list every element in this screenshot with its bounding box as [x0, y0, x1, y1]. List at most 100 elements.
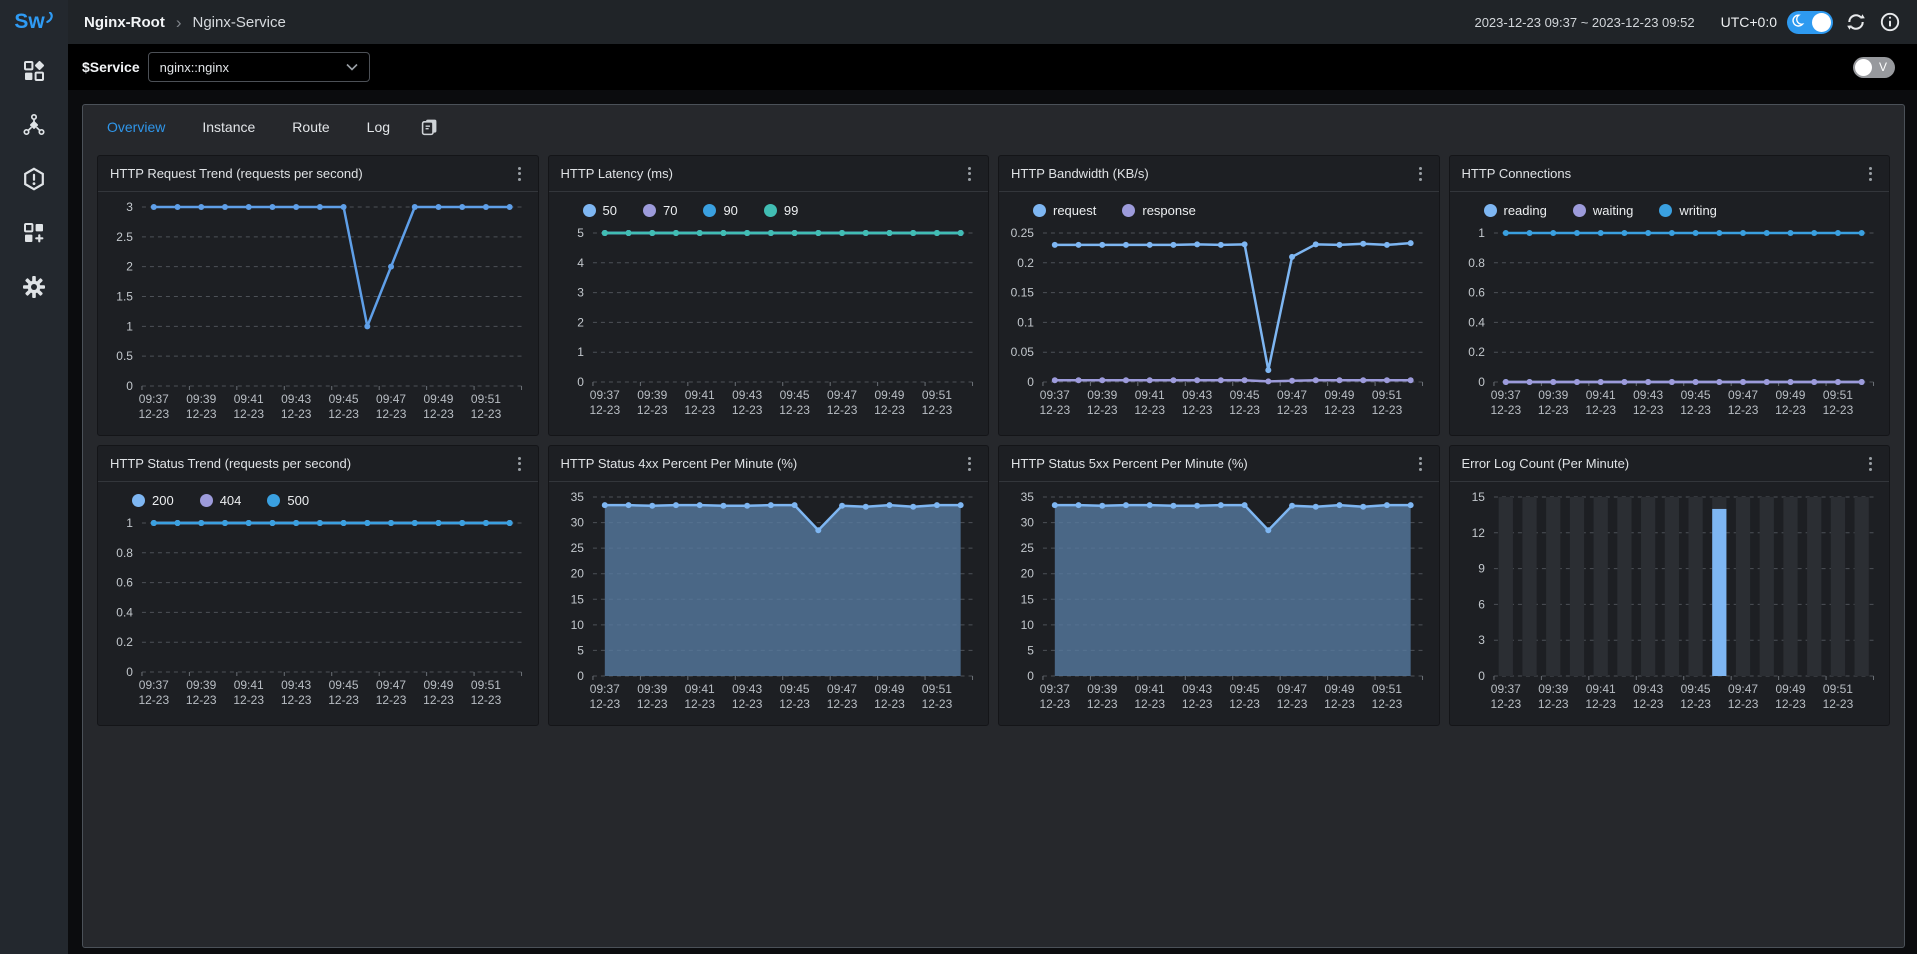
svg-text:0: 0 — [126, 665, 133, 679]
legend-item-response[interactable]: response — [1122, 203, 1195, 218]
legend-item-reading[interactable]: reading — [1484, 203, 1547, 218]
chart-plot: 01234509:3712-2309:3912-2309:4112-2309:4… — [549, 218, 989, 431]
svg-text:12-23: 12-23 — [731, 403, 762, 417]
tab-instance[interactable]: Instance — [202, 119, 255, 135]
legend-label: 90 — [723, 203, 737, 218]
legend-item-70[interactable]: 70 — [643, 203, 677, 218]
svg-text:12-23: 12-23 — [1775, 403, 1806, 417]
legend-label: waiting — [1593, 203, 1633, 218]
chart-menu-button[interactable] — [963, 453, 976, 475]
chart-card-header: HTTP Connections — [1450, 156, 1890, 192]
legend-dot — [643, 204, 656, 217]
svg-text:12-23: 12-23 — [1134, 697, 1165, 711]
legend-label: writing — [1679, 203, 1717, 218]
dashboards-icon — [22, 59, 46, 83]
chart-menu-button[interactable] — [1864, 453, 1877, 475]
legend-item-waiting[interactable]: waiting — [1573, 203, 1633, 218]
svg-text:12-23: 12-23 — [233, 693, 264, 707]
tab-notebook-button[interactable] — [420, 117, 439, 137]
legend-item-200[interactable]: 200 — [132, 493, 174, 508]
svg-text:0: 0 — [1478, 669, 1485, 683]
svg-text:09:41: 09:41 — [234, 392, 264, 406]
info-button[interactable] — [1879, 11, 1901, 33]
svg-text:0.1: 0.1 — [1017, 315, 1034, 329]
sidebar-item-settings[interactable] — [0, 260, 68, 314]
dark-mode-toggle[interactable] — [1787, 11, 1833, 34]
chart-legend: request response — [1033, 202, 1439, 218]
svg-text:09:43: 09:43 — [281, 678, 311, 692]
kebab-dot — [518, 172, 521, 175]
chart-menu-button[interactable] — [963, 163, 976, 185]
sidebar-item-alerting[interactable] — [0, 152, 68, 206]
time-range-picker[interactable]: 2023-12-23 09:37 ~ 2023-12-23 09:52 — [1474, 15, 1694, 30]
legend-dot — [1659, 204, 1672, 217]
sidebar-item-dashboards[interactable] — [0, 44, 68, 98]
alerting-icon — [22, 167, 46, 191]
svg-text:35: 35 — [1021, 490, 1035, 504]
breadcrumb-root[interactable]: Nginx-Root — [84, 14, 165, 31]
service-select[interactable]: nginx::nginx — [148, 52, 370, 82]
app-root: Sw — [0, 0, 1917, 954]
kebab-dot — [968, 457, 971, 460]
legend-label: 200 — [152, 493, 174, 508]
timezone-label: UTC+0:0 — [1721, 14, 1777, 30]
legend-dot — [1033, 204, 1046, 217]
chart-title: HTTP Bandwidth (KB/s) — [1011, 166, 1149, 181]
kebab-dot — [1869, 178, 1872, 181]
legend-item-404[interactable]: 404 — [200, 493, 242, 508]
tab-route[interactable]: Route — [292, 119, 329, 135]
chart-menu-button[interactable] — [513, 163, 526, 185]
legend-item-90[interactable]: 90 — [703, 203, 737, 218]
svg-text:12-23: 12-23 — [1277, 403, 1308, 417]
legend-item-99[interactable]: 99 — [764, 203, 798, 218]
svg-text:09:43: 09:43 — [1182, 388, 1212, 402]
legend-item-request[interactable]: request — [1033, 203, 1096, 218]
breadcrumb-separator-icon: › — [176, 14, 182, 31]
kebab-dot — [1419, 457, 1422, 460]
svg-text:09:37: 09:37 — [1490, 388, 1520, 402]
edit-mode-toggle[interactable]: V — [1853, 57, 1895, 78]
tab-items: Overview Instance Route Log — [107, 119, 390, 135]
svg-text:09:47: 09:47 — [1277, 388, 1307, 402]
refresh-button[interactable] — [1845, 11, 1867, 33]
svg-text:09:49: 09:49 — [874, 682, 904, 696]
chart-plot: 00.20.40.60.8109:3712-2309:3912-2309:411… — [1450, 218, 1890, 431]
chart-menu-button[interactable] — [1864, 163, 1877, 185]
sidebar-item-topology[interactable] — [0, 98, 68, 152]
svg-text:12-23: 12-23 — [186, 407, 217, 421]
svg-text:0.6: 0.6 — [116, 576, 133, 590]
chart-menu-button[interactable] — [1414, 453, 1427, 475]
svg-text:12: 12 — [1471, 526, 1485, 540]
svg-text:0.2: 0.2 — [1468, 345, 1485, 359]
legend-item-50[interactable]: 50 — [583, 203, 617, 218]
svg-text:12-23: 12-23 — [1039, 403, 1070, 417]
svg-text:1.5: 1.5 — [116, 289, 133, 303]
skywalking-logo[interactable]: Sw — [0, 0, 68, 44]
legend-label: 500 — [287, 493, 309, 508]
kebab-dot — [1869, 462, 1872, 465]
svg-text:4: 4 — [577, 256, 584, 270]
chart-plot: 0510152025303509:3712-2309:3912-2309:411… — [549, 482, 989, 725]
legend-item-500[interactable]: 500 — [267, 493, 309, 508]
chart-menu-button[interactable] — [513, 453, 526, 475]
legend-item-writing[interactable]: writing — [1659, 203, 1717, 218]
svg-text:09:51: 09:51 — [1822, 682, 1852, 696]
legend-label: reading — [1504, 203, 1547, 218]
legend-dot — [267, 494, 280, 507]
svg-text:3: 3 — [577, 286, 584, 300]
service-select-value: nginx::nginx — [160, 60, 229, 75]
breadcrumb-current[interactable]: Nginx-Service — [193, 14, 286, 31]
chart-menu-button[interactable] — [1414, 163, 1427, 185]
svg-text:12-23: 12-23 — [1490, 697, 1521, 711]
kebab-dot — [518, 167, 521, 170]
tab-overview[interactable]: Overview — [107, 119, 165, 135]
svg-text:09:45: 09:45 — [1230, 682, 1260, 696]
service-label: $Service — [82, 59, 140, 75]
tab-log[interactable]: Log — [367, 119, 390, 135]
svg-text:09:37: 09:37 — [139, 678, 169, 692]
sidebar-item-marketplace[interactable] — [0, 206, 68, 260]
svg-text:12-23: 12-23 — [636, 697, 667, 711]
svg-text:12-23: 12-23 — [589, 403, 620, 417]
chart-title: HTTP Connections — [1462, 166, 1572, 181]
breadcrumb: Nginx-Root › Nginx-Service — [84, 14, 286, 31]
